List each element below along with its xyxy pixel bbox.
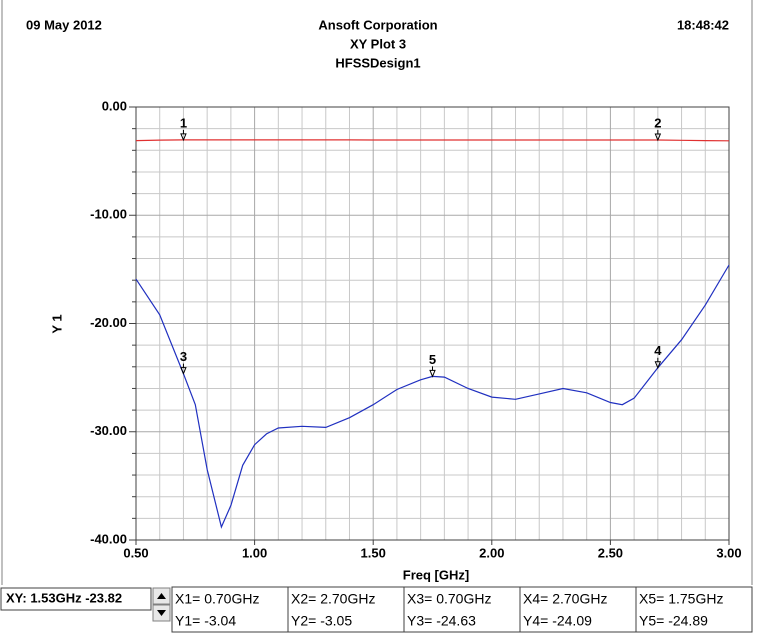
y-axis-label: Y 1 (49, 314, 64, 333)
x-tick-label: 2.00 (479, 545, 504, 560)
marker-label: 4 (654, 343, 662, 358)
series-line (135, 139, 730, 142)
spin-down-icon (157, 610, 166, 616)
marker-label: 1 (180, 115, 187, 130)
marker-table: X1= 0.70GHz Y1= -3.04 X2= 2.70GHz Y2= -3.05… (171, 586, 753, 633)
y-tick-label: -20.00 (90, 315, 127, 330)
marker-cell (403, 586, 521, 633)
company: Ansoft Corporation (318, 17, 437, 32)
x-tick-label: 2.50 (598, 545, 623, 560)
plot-area: 0.50 1.00 1.50 2.00 2.50 3.00 0.00 -10.00 -20.00… (90, 98, 742, 560)
marker-y-text: Y2= -3.05 (291, 613, 352, 629)
marker-y-text: Y1= -3.04 (175, 613, 236, 629)
spin-up-icon (157, 593, 166, 599)
marker-cell (635, 586, 753, 633)
marker-cell (171, 586, 289, 633)
marker-y-text: Y3= -24.63 (407, 613, 476, 629)
marker-label: 3 (180, 349, 187, 364)
marker-cell (519, 586, 637, 633)
status-box (0, 587, 152, 611)
y-tick-label: 0.00 (102, 98, 127, 113)
x-tick-label: 1.50 (361, 545, 386, 560)
marker-label: 5 (429, 352, 436, 367)
x-axis-label: Freq [GHz] (403, 567, 469, 582)
x-tick-label: 1.00 (242, 545, 267, 560)
marker-x-text: X1= 0.70GHz (175, 591, 259, 607)
x-tick-label: 0.50 (123, 545, 148, 560)
x-tick-label: 3.00 (716, 545, 741, 560)
marker-arrow (180, 367, 187, 375)
series-line (135, 264, 730, 529)
y-tick-label: -40.00 (90, 531, 127, 546)
marker-cell (287, 586, 405, 633)
plot-frame (135, 106, 730, 541)
marker-y-text: Y4= -24.09 (523, 613, 592, 629)
date: 09 May 2012 (26, 17, 102, 32)
y-tick-label: -30.00 (90, 423, 127, 438)
marker-x-text: X4= 2.70GHz (523, 591, 607, 607)
status-text: XY: 1.53GHz -23.82 (6, 590, 122, 605)
marker-label: 2 (654, 115, 661, 130)
marker-x-text: X3= 0.70GHz (407, 591, 491, 607)
y-tick-label: -10.00 (90, 207, 127, 222)
marker-x-text: X2= 2.70GHz (291, 591, 375, 607)
plot-name: XY Plot 3 (350, 36, 406, 51)
design-name: HFSSDesign1 (335, 55, 420, 70)
time: 18:48:42 (677, 17, 729, 32)
marker-y-text: Y5= -24.89 (639, 613, 708, 629)
marker-x-text: X5= 1.75GHz (639, 591, 723, 607)
